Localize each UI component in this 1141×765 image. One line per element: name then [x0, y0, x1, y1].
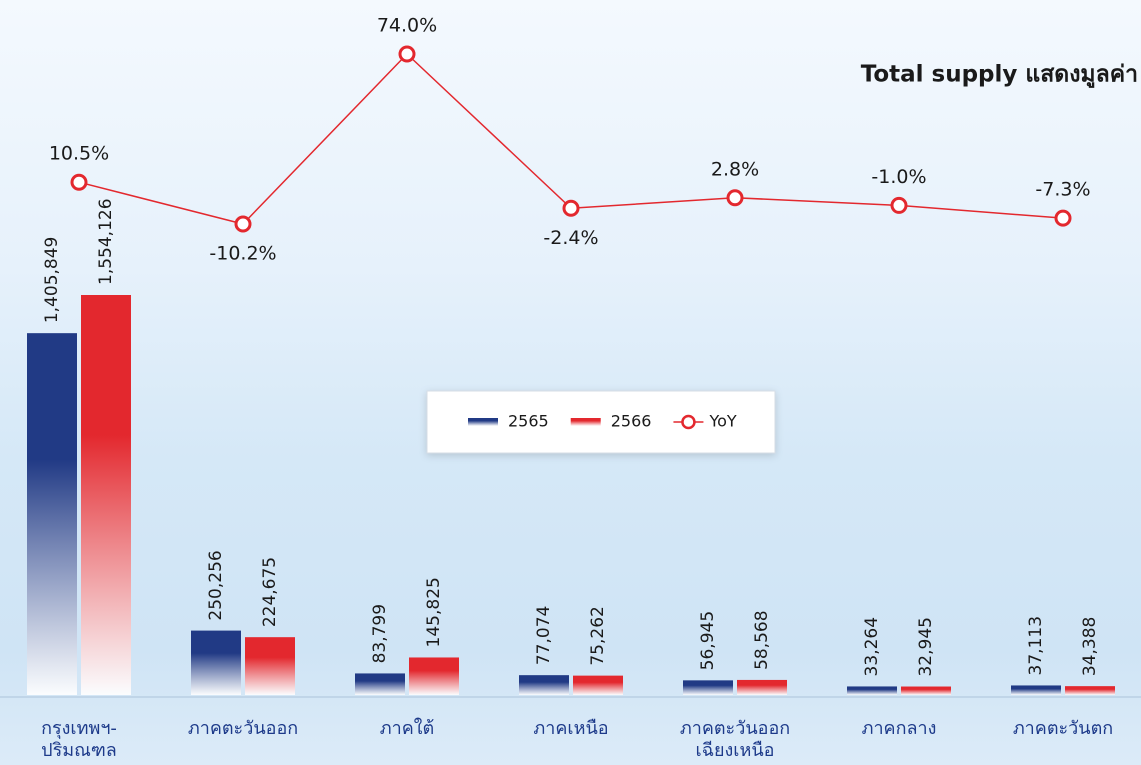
data-label: 10.5% [49, 143, 109, 165]
bar [355, 673, 405, 695]
data-label: -7.3% [1035, 179, 1090, 201]
x-tick-label: กรุงเทพฯ- ปริมณฑล [0, 718, 161, 762]
yoy-point [400, 47, 414, 61]
bar [245, 637, 295, 695]
legend-label: 2566 [611, 412, 652, 431]
x-tick-label: ภาคตะวันตก [981, 718, 1141, 740]
legend-swatch [468, 418, 498, 426]
yoy-point [564, 201, 578, 215]
data-label: -10.2% [209, 243, 276, 265]
legend-label: 2565 [508, 412, 549, 431]
bar [519, 675, 569, 695]
x-tick-label: ภาคใต้ [325, 718, 489, 740]
data-label: -2.4% [543, 227, 598, 249]
bar [1011, 685, 1061, 695]
data-label: 33,264 [862, 617, 882, 676]
yoy-point [72, 175, 86, 189]
x-tick-label: ภาคกลาง [817, 718, 981, 740]
legend-swatch [682, 416, 694, 428]
data-label: 56,945 [698, 611, 718, 670]
yoy-point [1056, 211, 1070, 225]
data-label: 37,113 [1026, 616, 1046, 675]
bar [1065, 686, 1115, 695]
yoy-point [892, 198, 906, 212]
yoy-point [236, 217, 250, 231]
data-label: 58,568 [752, 610, 772, 669]
data-label: 250,256 [206, 550, 226, 620]
bar [191, 631, 241, 695]
data-label: 145,825 [424, 577, 444, 647]
data-label: 83,799 [370, 604, 390, 663]
data-label: 77,074 [534, 606, 554, 665]
x-tick-label: ภาคเหนือ [489, 718, 653, 740]
chart-area: Total supply แสดงมูลค่า 1,405,849 1,554,1… [0, 0, 1141, 765]
legend-swatch [571, 418, 601, 426]
legend-label: YoY [708, 412, 736, 431]
data-label: 2.8% [711, 158, 759, 180]
data-label: 34,388 [1080, 617, 1100, 676]
bar [847, 686, 897, 695]
data-label: 74.0% [377, 15, 437, 37]
chart-title: Total supply แสดงมูลค่า [861, 62, 1138, 89]
bar [27, 333, 77, 695]
bar [683, 680, 733, 695]
yoy-point [728, 191, 742, 205]
data-label: 75,262 [588, 606, 608, 665]
x-tick-label: ภาคตะวันออก [161, 718, 325, 740]
bar [409, 657, 459, 695]
data-label: 1,554,126 [96, 198, 116, 285]
data-label: 32,945 [916, 617, 936, 676]
bar [737, 680, 787, 695]
bar [81, 295, 131, 695]
data-label: 1,405,849 [42, 237, 62, 324]
data-label: 224,675 [260, 557, 280, 627]
bar [573, 676, 623, 695]
chart: Total supply แสดงมูลค่า 1,405,849 1,554,1… [0, 0, 1141, 765]
data-label: -1.0% [871, 166, 926, 188]
bar [901, 687, 951, 695]
x-tick-label: ภาคตะวันออก เฉียงเหนือ [653, 718, 817, 762]
